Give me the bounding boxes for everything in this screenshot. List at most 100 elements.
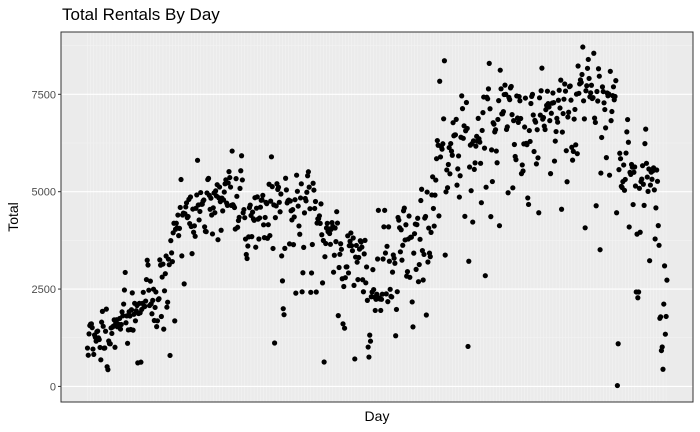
data-point	[130, 327, 136, 333]
data-point	[439, 146, 445, 152]
data-point	[520, 168, 526, 174]
data-point	[569, 144, 575, 150]
data-point	[547, 118, 553, 124]
data-point	[187, 194, 194, 200]
data-point	[242, 215, 248, 221]
data-point	[336, 264, 342, 271]
data-point	[247, 202, 253, 208]
data-point	[260, 192, 266, 198]
data-point	[661, 301, 667, 307]
data-point	[304, 189, 310, 195]
data-point	[173, 220, 179, 226]
data-point	[105, 367, 111, 373]
data-point	[145, 262, 151, 268]
data-point	[310, 180, 316, 186]
data-point	[157, 257, 163, 263]
data-point	[487, 106, 493, 112]
data-point	[584, 65, 591, 71]
data-point	[259, 197, 265, 203]
data-point	[153, 289, 159, 295]
data-point	[473, 143, 479, 149]
data-point	[313, 289, 319, 295]
data-point	[279, 278, 286, 284]
data-point	[643, 160, 650, 166]
data-point	[327, 241, 334, 247]
data-point	[210, 205, 216, 211]
chart-title: Total Rentals By Day	[62, 5, 220, 24]
data-point	[146, 287, 152, 293]
data-point	[649, 176, 655, 182]
data-point	[265, 222, 271, 228]
data-point	[580, 98, 587, 104]
data-point	[244, 255, 250, 262]
data-point	[162, 271, 168, 277]
data-point	[494, 160, 500, 166]
y-tick-label: 2500	[32, 284, 56, 296]
data-point	[516, 93, 522, 100]
data-point	[445, 161, 451, 168]
data-point	[613, 78, 619, 84]
data-point	[448, 140, 454, 147]
data-point	[363, 280, 369, 286]
data-point	[455, 153, 462, 159]
data-point	[194, 157, 201, 163]
data-point	[466, 258, 472, 264]
data-point	[529, 91, 536, 97]
data-point	[117, 326, 124, 332]
data-point	[548, 110, 554, 116]
data-point	[507, 97, 513, 103]
data-point	[383, 291, 389, 297]
grid-lines	[61, 32, 693, 402]
data-point	[90, 346, 96, 352]
data-point	[623, 150, 629, 156]
data-point	[159, 274, 165, 280]
data-point	[430, 205, 437, 212]
data-point	[615, 341, 621, 347]
data-point	[585, 56, 591, 63]
data-point	[602, 106, 608, 113]
data-point	[426, 225, 432, 231]
data-point	[466, 164, 473, 170]
data-point	[238, 153, 245, 159]
data-point	[194, 192, 200, 198]
data-points	[84, 44, 670, 389]
data-point	[482, 273, 488, 279]
data-point	[573, 142, 579, 148]
data-point	[107, 341, 113, 347]
data-point	[647, 182, 654, 188]
data-point	[508, 83, 514, 90]
data-point	[381, 224, 387, 230]
y-tick-label: 5000	[32, 187, 56, 199]
data-point	[485, 96, 491, 102]
data-point	[565, 114, 571, 120]
data-point	[279, 253, 285, 259]
data-point	[98, 357, 104, 363]
data-point	[360, 289, 367, 295]
data-point	[639, 163, 646, 169]
data-point	[355, 276, 361, 283]
data-point	[408, 234, 414, 240]
data-point	[544, 88, 551, 94]
data-point	[389, 269, 396, 275]
data-point	[301, 210, 308, 216]
data-point	[569, 157, 576, 163]
data-point	[236, 214, 242, 220]
data-point	[571, 116, 577, 122]
data-point	[411, 231, 418, 237]
data-point	[372, 307, 378, 314]
data-point	[444, 185, 451, 191]
data-point	[234, 193, 240, 199]
data-point	[319, 232, 325, 238]
data-point	[176, 233, 182, 239]
data-point	[568, 97, 574, 103]
data-point	[306, 184, 312, 190]
data-point	[283, 175, 289, 181]
data-point	[297, 231, 303, 237]
data-point	[432, 192, 438, 198]
data-point	[430, 174, 436, 180]
data-point	[124, 340, 131, 346]
data-point	[225, 180, 231, 186]
data-point	[540, 114, 547, 121]
data-point	[89, 325, 95, 331]
data-point	[165, 299, 171, 305]
